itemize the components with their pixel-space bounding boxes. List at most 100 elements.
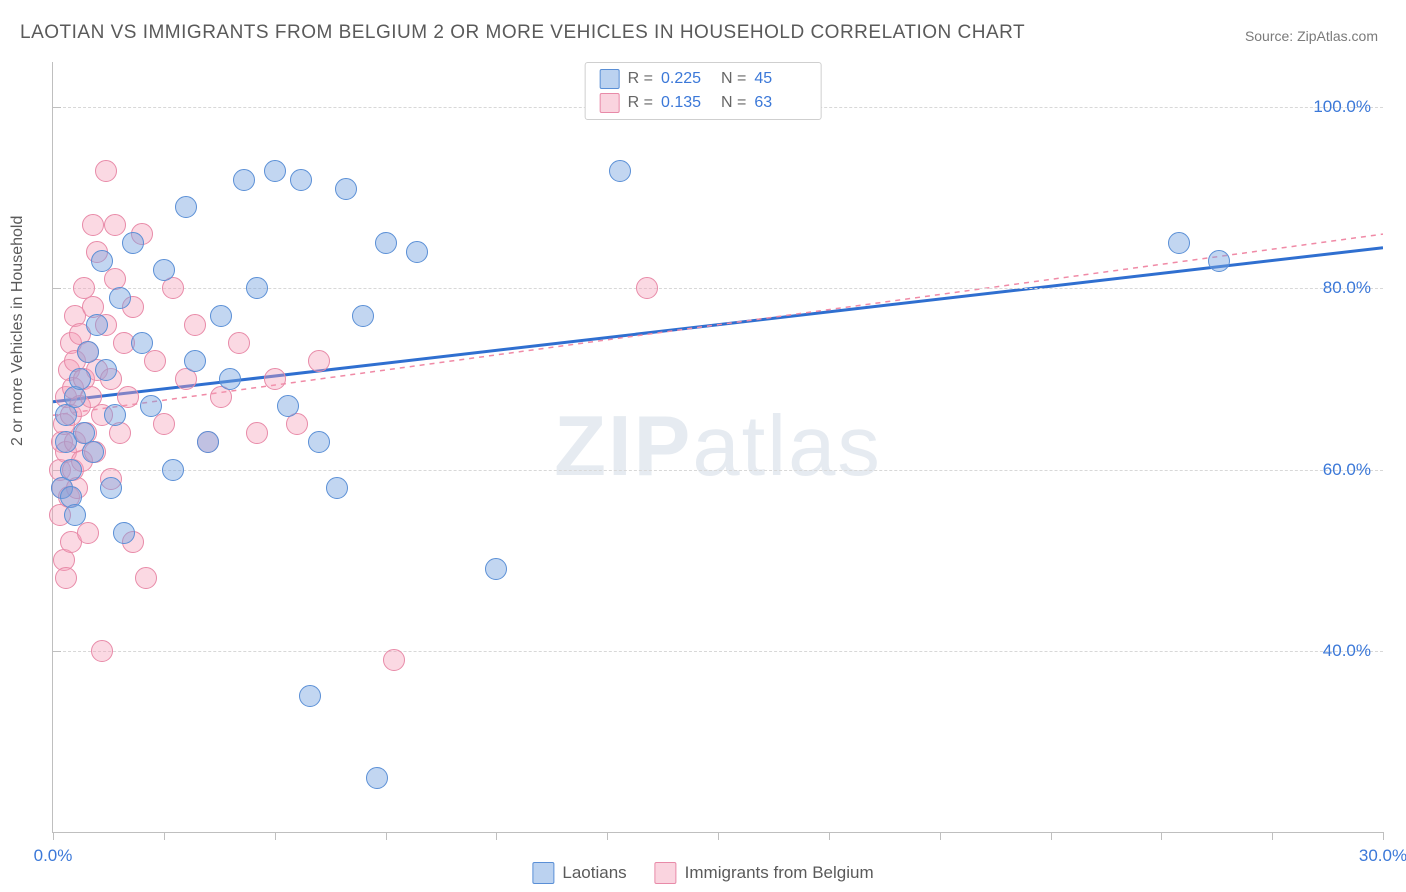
data-point bbox=[1208, 250, 1230, 272]
watermark: ZIPatlas bbox=[554, 398, 882, 496]
data-point bbox=[375, 232, 397, 254]
x-tick bbox=[1272, 832, 1273, 840]
data-point bbox=[69, 368, 91, 390]
y-axis-label: 40.0% bbox=[1323, 641, 1371, 661]
data-point bbox=[290, 169, 312, 191]
x-tick bbox=[718, 832, 719, 840]
x-tick bbox=[386, 832, 387, 840]
data-point bbox=[383, 649, 405, 671]
legend-swatch bbox=[532, 862, 554, 884]
r-label: R = bbox=[628, 94, 653, 112]
data-point bbox=[122, 232, 144, 254]
data-point bbox=[228, 332, 250, 354]
n-label: N = bbox=[721, 94, 746, 112]
x-tick bbox=[607, 832, 608, 840]
data-point bbox=[406, 241, 428, 263]
legend-row: R =0.135N =63 bbox=[586, 91, 821, 115]
data-point bbox=[299, 685, 321, 707]
data-point bbox=[246, 277, 268, 299]
data-point bbox=[233, 169, 255, 191]
data-point bbox=[175, 196, 197, 218]
data-point bbox=[246, 422, 268, 444]
data-point bbox=[197, 431, 219, 453]
data-point bbox=[609, 160, 631, 182]
data-point bbox=[184, 350, 206, 372]
data-point bbox=[326, 477, 348, 499]
x-axis-label: 30.0% bbox=[1359, 846, 1406, 866]
legend-label: Laotians bbox=[562, 863, 626, 883]
data-point bbox=[100, 477, 122, 499]
data-point bbox=[184, 314, 206, 336]
chart-container: LAOTIAN VS IMMIGRANTS FROM BELGIUM 2 OR … bbox=[0, 0, 1406, 892]
trend-line bbox=[53, 234, 1383, 415]
x-tick bbox=[164, 832, 165, 840]
gridline bbox=[53, 470, 1383, 471]
data-point bbox=[55, 567, 77, 589]
trend-line bbox=[53, 248, 1383, 402]
x-axis-label: 0.0% bbox=[34, 846, 73, 866]
data-point bbox=[162, 459, 184, 481]
x-tick bbox=[829, 832, 830, 840]
data-point bbox=[153, 413, 175, 435]
x-tick bbox=[275, 832, 276, 840]
x-tick bbox=[940, 832, 941, 840]
data-point bbox=[1168, 232, 1190, 254]
data-point bbox=[82, 214, 104, 236]
data-point bbox=[264, 368, 286, 390]
r-value: 0.135 bbox=[661, 94, 713, 112]
legend-item: Immigrants from Belgium bbox=[655, 862, 874, 884]
data-point bbox=[135, 567, 157, 589]
data-point bbox=[308, 350, 330, 372]
data-point bbox=[64, 504, 86, 526]
gridline bbox=[53, 651, 1383, 652]
legend-row: R =0.225N =45 bbox=[586, 67, 821, 91]
source-label: Source: ZipAtlas.com bbox=[1245, 28, 1378, 44]
y-axis-label: 100.0% bbox=[1313, 97, 1371, 117]
data-point bbox=[95, 160, 117, 182]
x-tick bbox=[1051, 832, 1052, 840]
x-tick bbox=[53, 832, 54, 840]
data-point bbox=[264, 160, 286, 182]
x-tick bbox=[1161, 832, 1162, 840]
x-tick bbox=[496, 832, 497, 840]
y-axis-title: 2 or more Vehicles in Household bbox=[9, 216, 27, 446]
data-point bbox=[109, 287, 131, 309]
chart-title: LAOTIAN VS IMMIGRANTS FROM BELGIUM 2 OR … bbox=[20, 22, 1025, 44]
y-tick bbox=[53, 288, 61, 289]
data-point bbox=[86, 314, 108, 336]
y-axis-label: 60.0% bbox=[1323, 460, 1371, 480]
chart-plot-area: ZIPatlas 40.0%60.0%80.0%100.0%0.0%30.0% bbox=[52, 62, 1383, 833]
legend-swatch bbox=[600, 69, 620, 89]
data-point bbox=[485, 558, 507, 580]
data-point bbox=[636, 277, 658, 299]
data-point bbox=[144, 350, 166, 372]
y-axis-label: 80.0% bbox=[1323, 278, 1371, 298]
x-tick bbox=[1383, 832, 1384, 840]
r-value: 0.225 bbox=[661, 70, 713, 88]
data-point bbox=[219, 368, 241, 390]
data-point bbox=[104, 214, 126, 236]
data-point bbox=[308, 431, 330, 453]
data-point bbox=[352, 305, 374, 327]
data-point bbox=[131, 332, 153, 354]
data-point bbox=[82, 441, 104, 463]
correlation-legend: R =0.225N =45R =0.135N =63 bbox=[585, 62, 822, 120]
n-value: 45 bbox=[754, 70, 806, 88]
data-point bbox=[77, 522, 99, 544]
data-point bbox=[140, 395, 162, 417]
data-point bbox=[113, 522, 135, 544]
data-point bbox=[91, 640, 113, 662]
series-legend: Laotians Immigrants from Belgium bbox=[532, 862, 873, 884]
data-point bbox=[60, 459, 82, 481]
legend-swatch bbox=[655, 862, 677, 884]
legend-swatch bbox=[600, 93, 620, 113]
data-point bbox=[91, 250, 113, 272]
data-point bbox=[153, 259, 175, 281]
data-point bbox=[335, 178, 357, 200]
data-point bbox=[210, 305, 232, 327]
n-label: N = bbox=[721, 70, 746, 88]
y-tick bbox=[53, 107, 61, 108]
legend-item: Laotians bbox=[532, 862, 626, 884]
y-tick bbox=[53, 651, 61, 652]
legend-label: Immigrants from Belgium bbox=[685, 863, 874, 883]
